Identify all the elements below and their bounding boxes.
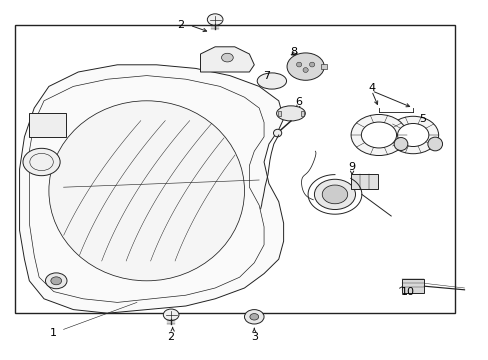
Text: 4: 4: [367, 83, 374, 93]
Circle shape: [207, 14, 223, 25]
Text: 6: 6: [294, 97, 301, 107]
Ellipse shape: [309, 62, 314, 67]
Bar: [300, 111, 303, 116]
Circle shape: [397, 123, 428, 147]
Circle shape: [249, 314, 258, 320]
Text: 2: 2: [167, 332, 174, 342]
Circle shape: [361, 122, 396, 148]
Circle shape: [163, 309, 179, 320]
Bar: [350, 174, 377, 189]
Circle shape: [314, 179, 355, 210]
Text: 8: 8: [289, 47, 296, 57]
Circle shape: [45, 273, 67, 289]
Ellipse shape: [393, 138, 407, 150]
Ellipse shape: [276, 106, 305, 121]
Bar: [29, 113, 66, 137]
Ellipse shape: [49, 101, 244, 281]
Text: 2: 2: [177, 20, 184, 30]
Bar: [15, 25, 454, 313]
Circle shape: [350, 114, 406, 156]
Circle shape: [51, 277, 61, 285]
Ellipse shape: [296, 62, 301, 67]
Circle shape: [23, 148, 60, 176]
Text: 9: 9: [348, 162, 355, 172]
Circle shape: [221, 53, 233, 62]
Text: 1: 1: [50, 328, 57, 338]
Circle shape: [387, 116, 438, 154]
Ellipse shape: [273, 129, 281, 137]
Polygon shape: [200, 47, 254, 72]
Circle shape: [286, 53, 324, 80]
Text: 3: 3: [250, 332, 257, 342]
Polygon shape: [20, 65, 283, 313]
Text: 5: 5: [419, 114, 426, 124]
Ellipse shape: [427, 137, 442, 151]
Ellipse shape: [257, 73, 286, 89]
Bar: [278, 111, 281, 116]
Bar: [401, 279, 423, 293]
Bar: [321, 64, 326, 69]
Ellipse shape: [303, 68, 307, 72]
Circle shape: [322, 185, 347, 204]
Circle shape: [244, 310, 264, 324]
Text: 7: 7: [263, 71, 269, 81]
Text: 10: 10: [401, 287, 414, 297]
